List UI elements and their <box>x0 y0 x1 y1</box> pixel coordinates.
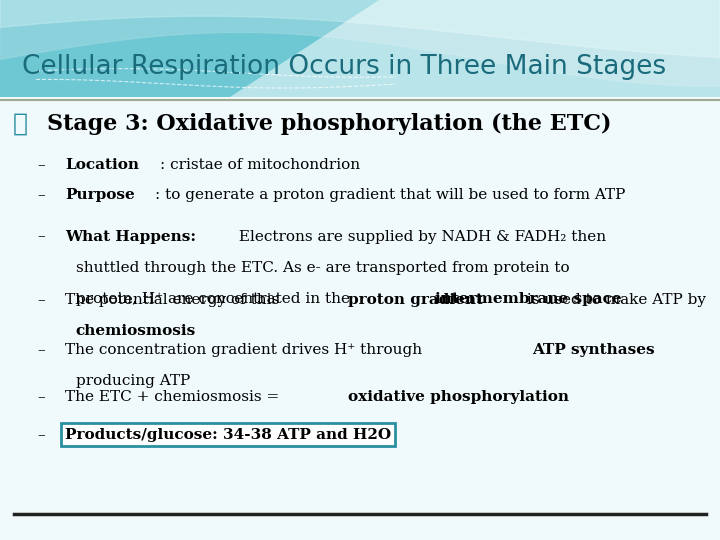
Text: Purpose: Purpose <box>65 188 135 202</box>
Polygon shape <box>230 0 720 97</box>
Bar <box>0 81 720 540</box>
Text: What Happens:: What Happens: <box>65 230 196 244</box>
Text: intermembrane space: intermembrane space <box>436 292 622 306</box>
Text: shuttled through the ETC. As e- are transported from protein to: shuttled through the ETC. As e- are tran… <box>76 261 570 275</box>
Text: proton gradient: proton gradient <box>348 293 482 307</box>
Text: –: – <box>37 390 45 404</box>
Text: –: – <box>37 188 45 202</box>
Text: producing ATP: producing ATP <box>76 374 190 388</box>
Text: The ETC + chemiosmosis =: The ETC + chemiosmosis = <box>65 390 284 404</box>
Text: Stage 3: Oxidative phosphorylation (the ETC): Stage 3: Oxidative phosphorylation (the … <box>47 113 611 135</box>
Text: Products/glucose: 34-38 ATP and H2O: Products/glucose: 34-38 ATP and H2O <box>65 428 391 442</box>
Text: Location: Location <box>65 158 139 172</box>
Text: oxidative phosphorylation: oxidative phosphorylation <box>348 390 569 404</box>
Text: Cellular Respiration Occurs in Three Main Stages: Cellular Respiration Occurs in Three Mai… <box>22 55 666 80</box>
Text: –: – <box>37 428 45 442</box>
Text: The concentration gradient drives H⁺ through: The concentration gradient drives H⁺ thr… <box>65 343 427 357</box>
Text: ATP synthases: ATP synthases <box>532 343 654 357</box>
Text: –: – <box>37 343 45 357</box>
Text: Electrons are supplied by NADH & FADH₂ then: Electrons are supplied by NADH & FADH₂ t… <box>234 230 606 244</box>
Text: –: – <box>37 293 45 307</box>
Text: : to generate a proton gradient that will be used to form ATP: : to generate a proton gradient that wil… <box>155 188 625 202</box>
Text: : cristae of mitochondrion: : cristae of mitochondrion <box>161 158 361 172</box>
Text: ❧: ❧ <box>13 113 28 136</box>
Text: –: – <box>37 230 45 244</box>
Text: protein, H⁺ are concentrated in the: protein, H⁺ are concentrated in the <box>76 292 354 306</box>
Text: –: – <box>37 158 45 172</box>
Text: chemiosmosis: chemiosmosis <box>76 324 196 338</box>
Bar <box>0 0 720 97</box>
Text: is used to make ATP by: is used to make ATP by <box>522 293 706 307</box>
Text: The potential energy of this: The potential energy of this <box>65 293 284 307</box>
